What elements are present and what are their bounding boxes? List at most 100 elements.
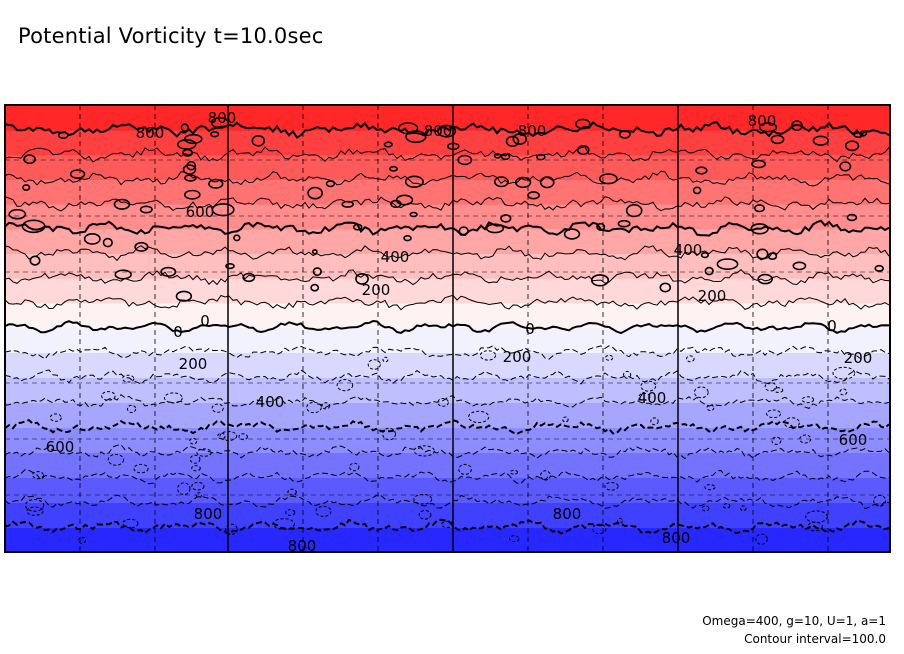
band-neg-450 <box>5 426 890 453</box>
contour-label: 600 <box>839 431 868 449</box>
vortex-ring <box>251 135 266 147</box>
vortex-ring <box>576 144 590 156</box>
vortex-ring <box>807 521 823 532</box>
vortex-ring <box>812 135 829 146</box>
contour-line-neg-500 <box>5 444 890 460</box>
vortex-ring <box>405 130 427 144</box>
vortex-ring <box>756 248 769 260</box>
band-pos-150 <box>5 276 890 304</box>
vortex-ring <box>24 499 45 512</box>
vortex-ring <box>514 176 532 189</box>
contour-line-neg-400 <box>5 418 890 435</box>
vortex-ring <box>184 189 201 200</box>
contour-label: 0 <box>827 317 837 335</box>
vortex-ring <box>8 208 27 220</box>
contour-label: 200 <box>698 287 727 305</box>
contour-label: 800 <box>518 122 547 140</box>
vortex-ring <box>69 169 86 179</box>
vortex-ring <box>233 234 241 242</box>
vortex-ring <box>509 469 519 475</box>
vortex-ring <box>575 118 591 130</box>
contour-label: 200 <box>362 281 391 299</box>
vortex-ring <box>352 223 363 231</box>
vortex-ring <box>102 237 113 248</box>
vortex-ring <box>306 401 322 414</box>
vortex-ring <box>873 494 887 507</box>
vortex-ring <box>122 518 139 529</box>
vortex-ring <box>382 427 397 441</box>
vortex-ring <box>722 503 731 509</box>
vortex-ring <box>383 141 393 148</box>
vortex-ring <box>238 433 248 441</box>
vortex-ring <box>650 417 659 426</box>
vortex-ring <box>437 124 457 138</box>
vortex-ring <box>512 133 528 145</box>
band-neg-150 <box>5 351 890 378</box>
vortex-ring <box>540 470 551 481</box>
vortex-ring <box>751 159 767 169</box>
contour-line-pos-200 <box>5 269 890 286</box>
vortex-ring <box>716 258 739 270</box>
vortex-ring <box>844 140 860 152</box>
vortex-ring <box>625 204 643 218</box>
vortex-ring <box>413 493 433 505</box>
plot-frame <box>4 104 891 553</box>
contour-label: 800 <box>136 124 165 142</box>
vortex-ring <box>210 131 220 138</box>
color-bands <box>5 105 890 552</box>
vortex-ring <box>307 186 323 200</box>
vortex-ring <box>740 505 747 512</box>
vortex-ring <box>186 160 197 171</box>
contour-label: 800 <box>208 109 237 127</box>
contour-label: 800 <box>748 112 777 130</box>
vortex-ring <box>196 448 212 457</box>
vortex-ring <box>590 274 610 287</box>
contour-label: 200 <box>179 355 208 373</box>
vortex-ring <box>592 523 607 535</box>
parameters-note: Omega=400, g=10, U=1, a=1 <box>702 614 886 628</box>
contour-label: 0 <box>200 312 210 330</box>
vortex-ring <box>404 175 424 188</box>
vortex-ring <box>122 374 135 383</box>
vortex-ring <box>757 273 774 285</box>
vortex-ring <box>839 161 852 172</box>
vortex-ring <box>311 249 318 255</box>
vortex-ring <box>127 404 137 413</box>
vortex-ring <box>49 413 62 422</box>
vortex-ring <box>562 416 569 423</box>
contour-line-neg-700 <box>5 494 890 510</box>
vortex-ring <box>623 370 632 379</box>
vortex-ring <box>563 228 581 240</box>
contour-label: 400 <box>638 389 667 407</box>
vortex-ring <box>191 465 201 472</box>
vortex-ring <box>755 533 768 545</box>
vortex-ring <box>686 355 695 363</box>
vortex-ring <box>500 214 512 223</box>
vortex-ring <box>493 176 509 188</box>
vortex-ring <box>458 463 472 475</box>
contour-line-neg-600 <box>5 469 890 485</box>
vortex-ring <box>766 409 782 419</box>
vortex-ring <box>505 135 520 148</box>
contour-line-pos-0 <box>5 319 890 335</box>
vortex-ring <box>853 132 864 139</box>
vortex-ring <box>692 186 702 195</box>
vortex-ring <box>175 290 193 302</box>
vortex-ring <box>783 417 800 429</box>
contour-interval-note: Contour interval=100.0 <box>744 632 886 646</box>
vortex-ring <box>767 252 778 261</box>
vortex-ring <box>32 471 44 480</box>
vortex-ring <box>706 404 715 411</box>
vortex-ring <box>57 131 69 140</box>
vortex-ring <box>189 437 198 445</box>
vortex-ring <box>287 488 297 496</box>
chart-title: Potential Vorticity t=10.0sec <box>18 24 324 48</box>
vortex-ring <box>604 482 619 491</box>
vortex-ring <box>182 148 193 157</box>
vortex-ring <box>700 252 710 259</box>
band-neg-650 <box>5 476 890 503</box>
contour-line-pos-300 <box>5 245 890 262</box>
contour-line-neg-100 <box>5 345 890 360</box>
vortex-ring <box>701 505 710 512</box>
